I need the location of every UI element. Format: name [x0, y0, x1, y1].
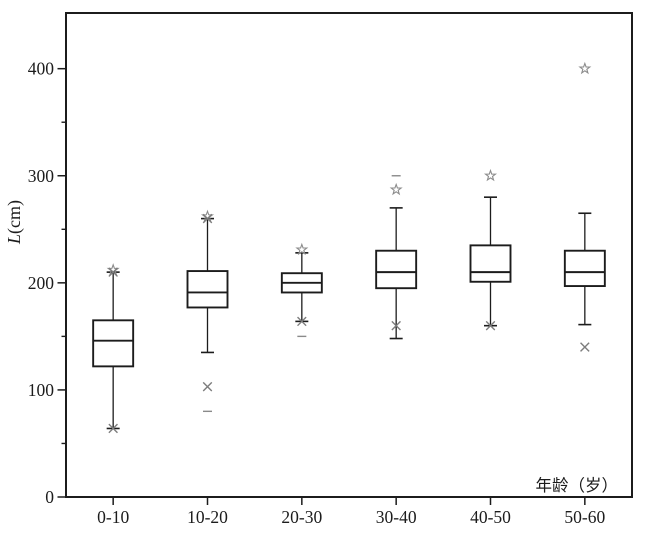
boxplot-20-30	[280, 242, 323, 338]
y-axis-title: L(cm)	[4, 200, 25, 245]
boxplot-10-20	[186, 209, 229, 413]
y-tick-label: 400	[28, 59, 55, 79]
cross-marker-icon	[108, 423, 118, 434]
cross-marker-icon	[202, 213, 213, 224]
x-tick-label: 10-20	[187, 507, 228, 527]
star-marker-icon	[295, 242, 309, 256]
y-tick-label: 0	[45, 487, 54, 507]
y-tick-label: 100	[28, 380, 55, 400]
iqr-box	[469, 244, 512, 283]
boxplot-50-60	[563, 61, 606, 352]
cross-marker-icon	[391, 320, 401, 331]
cross-marker-icon	[580, 342, 590, 352]
x-axis: 0-10 10-20 20-30 30-40 40-50 50-60	[97, 497, 605, 527]
iqr-box	[375, 249, 418, 290]
iqr-box	[92, 319, 135, 368]
y-tick-label: 300	[28, 166, 55, 186]
y-axis: 0 100 200 300 400	[28, 59, 66, 507]
cross-marker-icon	[297, 316, 307, 327]
cross-marker-icon	[108, 267, 118, 277]
cross-marker-icon	[485, 320, 496, 331]
iqr-box	[563, 249, 606, 288]
star-marker-icon	[578, 61, 592, 75]
star-marker-icon	[389, 182, 403, 196]
boxplot-40-50	[469, 168, 512, 331]
cross-marker-icon	[202, 381, 213, 392]
x-tick-label: 50-60	[564, 507, 605, 527]
x-axis-title: 年龄（岁）	[536, 476, 619, 495]
x-tick-label: 0-10	[97, 507, 129, 527]
x-tick-label: 20-30	[281, 507, 322, 527]
star-marker-icon	[483, 168, 498, 182]
boxplot-0-10	[92, 263, 135, 434]
x-tick-label: 40-50	[470, 507, 511, 527]
plot-frame	[65, 12, 633, 498]
boxplot-30-40	[375, 175, 418, 340]
iqr-box	[186, 270, 229, 309]
y-tick-label: 200	[28, 273, 55, 293]
x-tick-label: 30-40	[376, 507, 417, 527]
